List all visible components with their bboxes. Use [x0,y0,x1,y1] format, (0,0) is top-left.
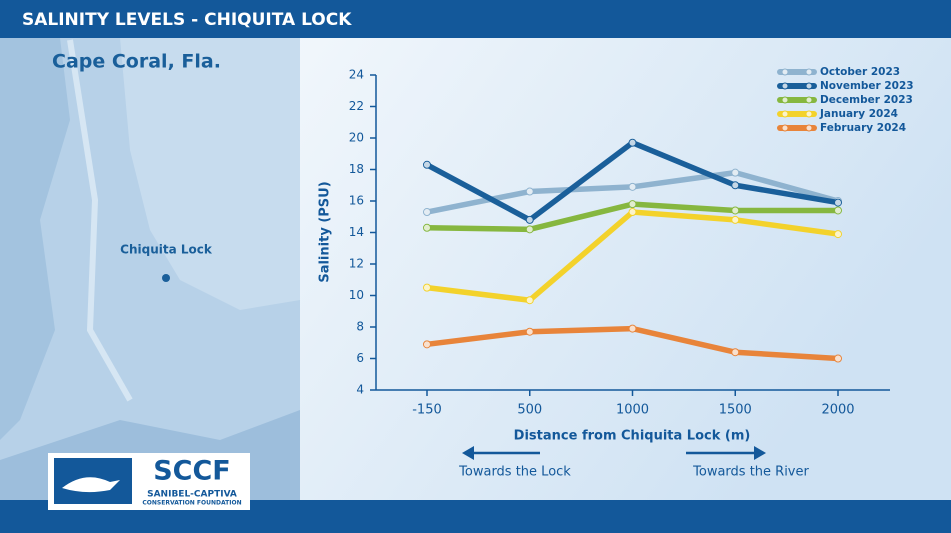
legend-marker [805,110,813,118]
x-axis-label: Distance from Chiquita Lock (m) [514,429,751,444]
legend-marker [805,124,813,132]
point [525,327,534,336]
legend-marker [781,82,789,90]
point [628,208,637,217]
point [834,354,842,363]
location: Cape Coral, Fla. [52,51,221,73]
logo-line: SANIBEL-CAPTIVA [147,490,237,500]
title: SALINITY LEVELS - CHIQUITA LOCK [22,10,352,30]
point [525,225,534,234]
top-banner [0,0,951,38]
point [834,206,842,215]
x-tick-label: 500 [517,403,542,418]
y-tick-label: 22 [349,99,364,113]
x-tick-label: 2000 [821,403,854,418]
point [731,168,740,177]
point [525,296,534,305]
map-label: Chiquita Lock [120,243,213,257]
point [423,223,431,232]
logo-line: CONSERVATION FOUNDATION [142,500,241,507]
x-tick-label: 1500 [719,403,752,418]
legend-label: December 2023 [820,94,913,106]
y-tick-label: 6 [356,351,364,365]
legend-marker [805,82,813,90]
annotation: Towards the River [692,465,809,480]
y-tick-label: 24 [349,68,364,82]
y-tick-label: 14 [349,225,364,239]
point [731,215,740,224]
point [423,160,431,169]
y-tick-label: 8 [356,320,364,334]
point [834,198,842,207]
point [628,182,637,191]
y-tick-label: 12 [349,257,364,271]
point [423,283,431,292]
legend-marker [781,68,789,76]
point [731,206,740,215]
legend-marker [781,124,789,132]
point [731,181,740,190]
legend-label: January 2024 [819,108,898,120]
arrows [462,446,766,460]
legend-marker [781,110,789,118]
x-tick-label: -150 [412,403,442,418]
legend-marker [805,68,813,76]
map [0,38,300,500]
lock-dot [162,274,170,282]
point [525,215,534,224]
annotation: Towards the Lock [458,465,571,480]
y-tick-label: 10 [349,288,364,302]
y-tick-label: 20 [349,131,364,145]
point [628,200,637,209]
y-tick-label: 18 [349,162,364,176]
logo: SCCF SANIBEL-CAPTIVA CONSERVATION FOUNDA… [48,453,250,510]
point [628,324,637,333]
legend-label: February 2024 [820,122,906,134]
point [628,138,637,147]
legend-label: November 2023 [820,80,914,92]
point [423,340,431,349]
point [525,187,534,196]
point [731,348,740,357]
x-tick-label: 1000 [616,403,649,418]
y-tick-label: 4 [356,383,364,397]
legend-label: October 2023 [820,66,900,78]
y-tick-label: 16 [349,194,364,208]
y-axis-label: Salinity (PSU) [318,181,333,282]
logo-name: SCCF [153,456,231,487]
point [423,208,431,217]
legend-marker [781,96,789,104]
point [834,230,842,239]
legend-marker [805,96,813,104]
